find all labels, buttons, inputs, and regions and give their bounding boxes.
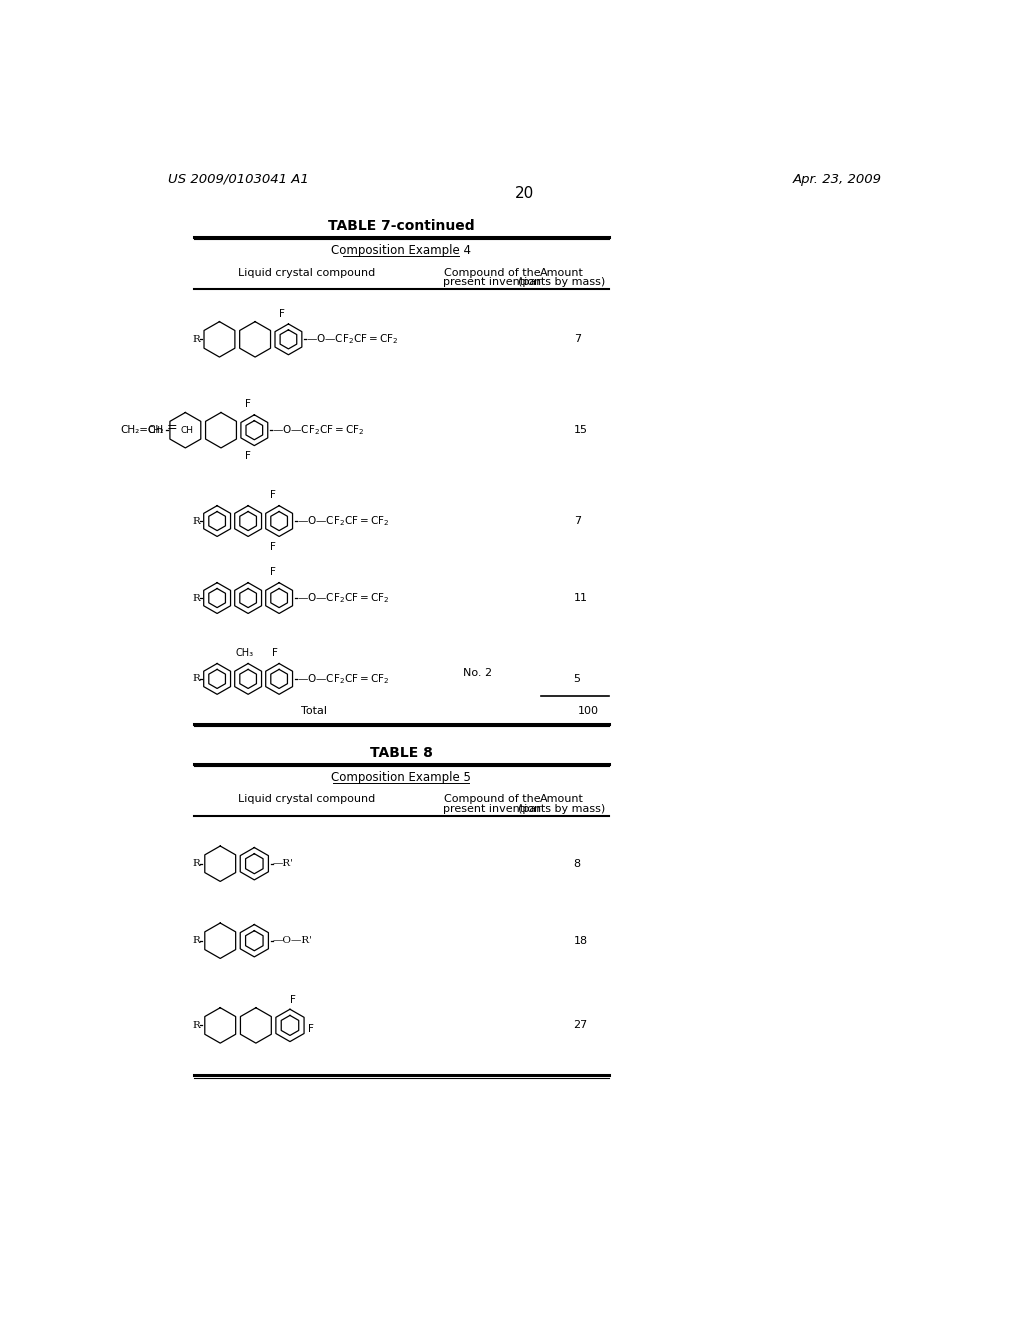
Text: F: F	[270, 543, 275, 552]
Text: 11: 11	[573, 593, 588, 603]
Text: —O—CF$_2$CF$=$CF$_2$: —O—CF$_2$CF$=$CF$_2$	[306, 333, 398, 346]
Text: 8: 8	[573, 859, 581, 869]
Text: CH: CH	[180, 426, 194, 436]
Text: TABLE 7-continued: TABLE 7-continued	[328, 219, 474, 234]
Text: Liquid crystal compound: Liquid crystal compound	[238, 268, 375, 277]
Text: 18: 18	[573, 936, 588, 945]
Text: 5: 5	[573, 675, 581, 684]
Text: 20: 20	[515, 186, 535, 201]
Text: Composition Example 5: Composition Example 5	[331, 771, 471, 784]
Text: (parts by mass): (parts by mass)	[518, 277, 605, 286]
Text: Compound of the: Compound of the	[444, 795, 541, 804]
Text: US 2009/0103041 A1: US 2009/0103041 A1	[168, 173, 309, 186]
Text: F: F	[272, 648, 279, 659]
Text: CH₃: CH₃	[236, 648, 253, 659]
Text: No. 2: No. 2	[463, 668, 492, 677]
Text: Apr. 23, 2009: Apr. 23, 2009	[793, 173, 882, 186]
Text: —O—R': —O—R'	[273, 936, 312, 945]
Text: F: F	[290, 995, 296, 1005]
Text: Liquid crystal compound: Liquid crystal compound	[238, 795, 375, 804]
Text: —O—CF$_2$CF$=$CF$_2$: —O—CF$_2$CF$=$CF$_2$	[297, 672, 389, 686]
Text: TABLE 8: TABLE 8	[370, 746, 432, 760]
Text: present invention: present invention	[443, 804, 542, 813]
Text: 7: 7	[573, 334, 581, 345]
Text: CH₂: CH₂	[147, 426, 164, 434]
Text: 7: 7	[573, 516, 581, 527]
Text: F: F	[270, 490, 275, 500]
Text: 15: 15	[573, 425, 588, 436]
Text: R: R	[193, 936, 200, 945]
Text: Total: Total	[301, 706, 327, 717]
Text: Amount: Amount	[540, 795, 584, 804]
Text: F: F	[245, 451, 251, 461]
Text: —R': —R'	[273, 859, 294, 869]
Text: F: F	[280, 309, 285, 318]
Text: 100: 100	[578, 706, 598, 717]
Text: =: =	[167, 421, 177, 434]
Text: R: R	[193, 516, 200, 525]
Text: —O—CF$_2$CF$=$CF$_2$: —O—CF$_2$CF$=$CF$_2$	[272, 424, 365, 437]
Text: Compound of the: Compound of the	[444, 268, 541, 277]
Text: R: R	[193, 859, 200, 869]
Text: R: R	[193, 335, 200, 343]
Text: F: F	[308, 1024, 313, 1035]
Text: R: R	[193, 1020, 200, 1030]
Text: (parts by mass): (parts by mass)	[518, 804, 605, 813]
Text: 27: 27	[573, 1020, 588, 1031]
Text: —O—CF$_2$CF$=$CF$_2$: —O—CF$_2$CF$=$CF$_2$	[297, 591, 389, 605]
Text: F: F	[270, 568, 275, 577]
Text: CH₂=CH: CH₂=CH	[121, 425, 164, 436]
Text: R: R	[193, 594, 200, 602]
Text: —O—CF$_2$CF$=$CF$_2$: —O—CF$_2$CF$=$CF$_2$	[297, 515, 389, 528]
Text: F: F	[245, 400, 251, 409]
Text: present invention: present invention	[443, 277, 542, 286]
Text: Composition Example 4: Composition Example 4	[331, 244, 471, 257]
Text: R: R	[193, 675, 200, 684]
Text: Amount: Amount	[540, 268, 584, 277]
